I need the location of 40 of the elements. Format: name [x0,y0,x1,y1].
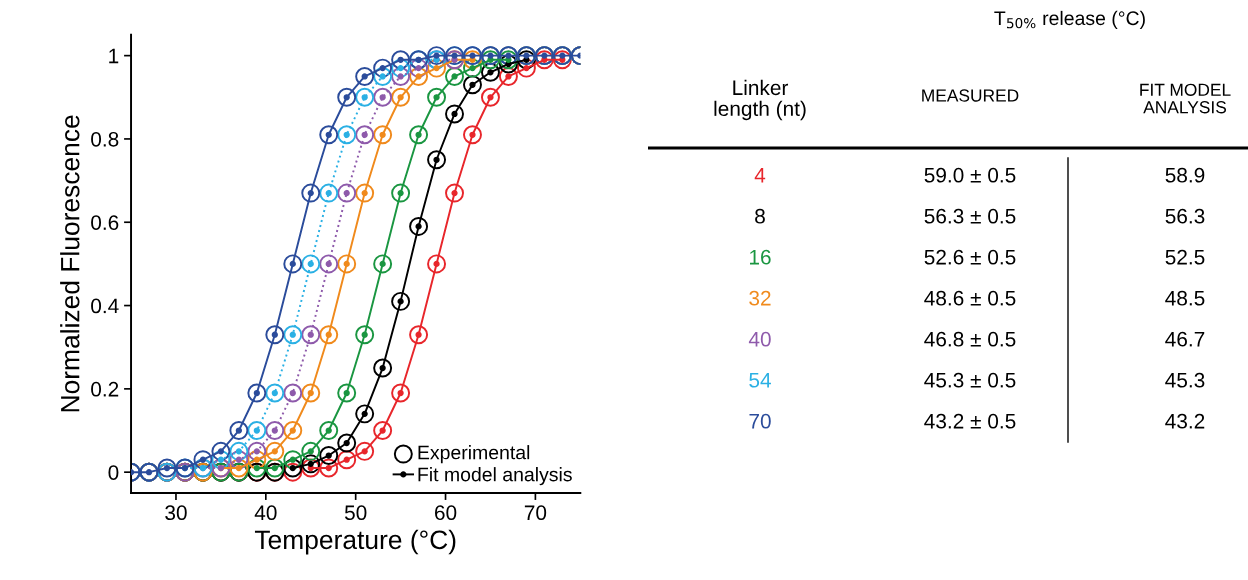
category-label: 8 [755,208,765,224]
category-label: 70 [749,413,771,429]
text: 59.0 ± 0.5 [924,167,1016,183]
text: 56.3 ± 0.5 [924,208,1016,224]
y-tick-label: 0 [108,465,119,480]
text: 46.7 [1165,331,1205,347]
x-tick-label: 50 [344,505,367,521]
legend-label: Fit model analysis [418,467,572,486]
text: T$_{50%}$ release (°C) [994,10,1145,29]
category-label: FIT MODEL ANALYSIS [1140,83,1231,114]
x-tick-label: 40 [254,505,277,521]
category-label: 16 [750,249,771,265]
category-label: 40 [748,331,771,347]
x-tick-label: 60 [435,505,457,521]
legend-label: Experimental [418,445,530,464]
y-tick-label: 0.8 [91,131,119,147]
text: 45.3 ± 0.5 [924,372,1016,388]
x-axis-title: Temperature (°C) [254,529,456,555]
text: 56.3 [1165,208,1205,224]
category-label: 4 [754,168,766,183]
y-tick-label: 1 [109,48,119,64]
y-axis-title: Normalized Fluorescence [60,115,80,412]
text: 58.9 [1165,167,1205,183]
text: 48.6 ± 0.5 [924,290,1016,306]
y-tick-label: 0.4 [91,298,119,314]
text: 46.8 ± 0.5 [924,331,1016,347]
text: 43.2 ± 0.5 [924,413,1016,429]
text: Linker length (nt) [714,79,806,121]
text: 52.6 ± 0.5 [924,249,1016,265]
x-tick-label: 70 [524,505,547,521]
y-tick-label: 0.6 [91,215,119,230]
category-label: 54 [749,373,771,388]
text: 48.5 [1165,290,1205,306]
category-label: MEASURED [922,89,1019,102]
y-tick-label: 0.2 [91,381,119,397]
text: 52.5 [1165,249,1205,265]
category-label: 32 [749,290,771,306]
x-tick-label: 30 [165,505,187,521]
text: 45.3 [1165,372,1205,388]
text: 43.2 [1165,413,1205,429]
